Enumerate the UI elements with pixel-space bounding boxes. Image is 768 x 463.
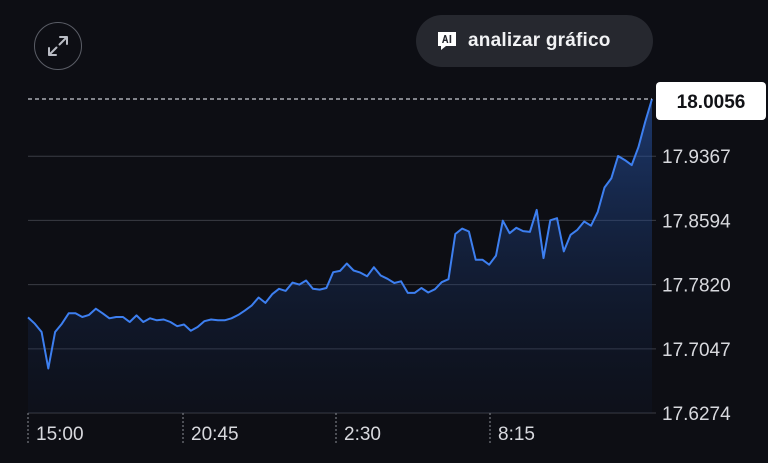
analyze-chart-label: analizar gráfico — [468, 30, 611, 51]
y-tick-label: 17.8594 — [662, 211, 731, 232]
expand-arrows-icon — [48, 36, 68, 56]
x-tick-label: 15:00 — [36, 424, 84, 445]
price-area — [28, 99, 652, 413]
x-tick-label: 20:45 — [191, 424, 239, 445]
y-tick-label: 17.6274 — [662, 404, 731, 425]
y-tick-label: 17.7047 — [662, 340, 731, 361]
y-axis-ticks: 17.6274 17.7047 17.7820 17.8594 17.9367 — [662, 147, 731, 425]
price-line — [27, 98, 653, 370]
x-tick-label: 2:30 — [344, 424, 381, 445]
y-tick-label: 17.7820 — [662, 276, 731, 297]
x-axis-ticks: 15:00 20:45 2:30 8:15 — [36, 424, 535, 445]
y-tick-label: 17.9367 — [662, 147, 731, 168]
x-grid-lines — [27, 413, 491, 445]
last-price-label: 18.0056 — [677, 92, 746, 113]
analyze-chart-button[interactable]: analizar gráfico — [416, 15, 653, 67]
x-tick-label: 8:15 — [498, 424, 535, 445]
last-price-box: 18.0056 — [656, 82, 766, 120]
expand-chart-button[interactable] — [34, 22, 82, 70]
ai-chat-icon — [438, 32, 456, 50]
